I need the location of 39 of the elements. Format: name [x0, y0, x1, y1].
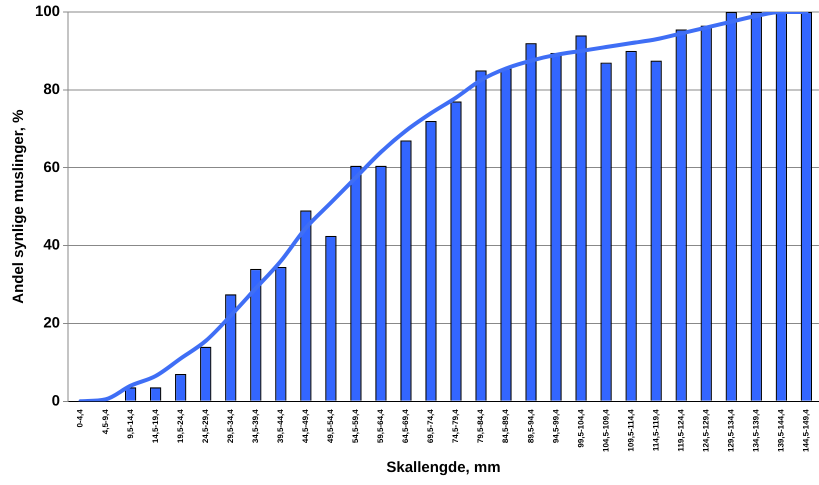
- x-tick-label: 69,5-74,4: [426, 408, 436, 444]
- x-tick-label: 39,5-44,4: [276, 408, 285, 444]
- x-tick-label: 74,5-79,4: [451, 408, 460, 444]
- x-tick-label: 89,5-94,4: [526, 408, 536, 444]
- x-tick-label: 119,5-124,4: [676, 408, 686, 452]
- x-tick-label: 44,5-49,4: [301, 408, 310, 444]
- x-tick-label: 124,5-129,4: [701, 408, 710, 452]
- x-tick-label: 104,5-109,4: [601, 408, 610, 452]
- y-tick-label: 100: [34, 3, 60, 20]
- y-tick-label: 20: [43, 314, 60, 332]
- x-tick-label: 114,5-119,4: [651, 408, 660, 452]
- x-tick-label: 94,5-99,4: [551, 408, 560, 444]
- x-tick-label: 19,5-24,4: [176, 408, 185, 444]
- x-tick-label: 34,5-39,4: [250, 408, 260, 444]
- x-tick-label: 139,5-144,4: [776, 408, 786, 452]
- x-axis-title: Skallengde, mm: [386, 459, 501, 476]
- x-tick-label: 84,5-89,4: [501, 408, 510, 444]
- x-tick-label: 144,5-149,4: [802, 408, 811, 452]
- y-tick-label: 80: [43, 81, 60, 98]
- x-tick-label: 0-4,4: [76, 408, 85, 428]
- x-tick-label: 54,5-59,4: [351, 408, 360, 444]
- x-tick-label: 49,5-54,4: [326, 408, 336, 444]
- x-tick-label: 64,5-69,4: [401, 408, 410, 444]
- x-tick-label: 134,5-139,4: [752, 408, 761, 452]
- x-tick-label: 24,5-29,4: [200, 408, 210, 444]
- x-tick-label: 14,5-19,4: [150, 408, 160, 444]
- y-tick-label: 60: [43, 158, 60, 176]
- x-tick-label: 79,5-84,4: [476, 408, 486, 444]
- x-tick-label: 109,5-114,4: [626, 408, 636, 452]
- y-axis-title: Andel synlige muslinger, %: [10, 110, 28, 304]
- x-tick-label: 29,5-34,4: [226, 408, 235, 444]
- y-tick-label: 40: [43, 236, 60, 254]
- line-series: [78, 12, 808, 402]
- x-tick-label: 59,5-64,4: [376, 408, 386, 444]
- x-tick-label: 99,5-104,4: [576, 408, 586, 448]
- y-tick-label: 0: [52, 392, 60, 410]
- x-tick-label: 4,5-9,4: [100, 408, 110, 434]
- x-tick-label: 129,5-134,4: [726, 408, 736, 452]
- x-tick-label: 9,5-14,4: [126, 408, 135, 439]
